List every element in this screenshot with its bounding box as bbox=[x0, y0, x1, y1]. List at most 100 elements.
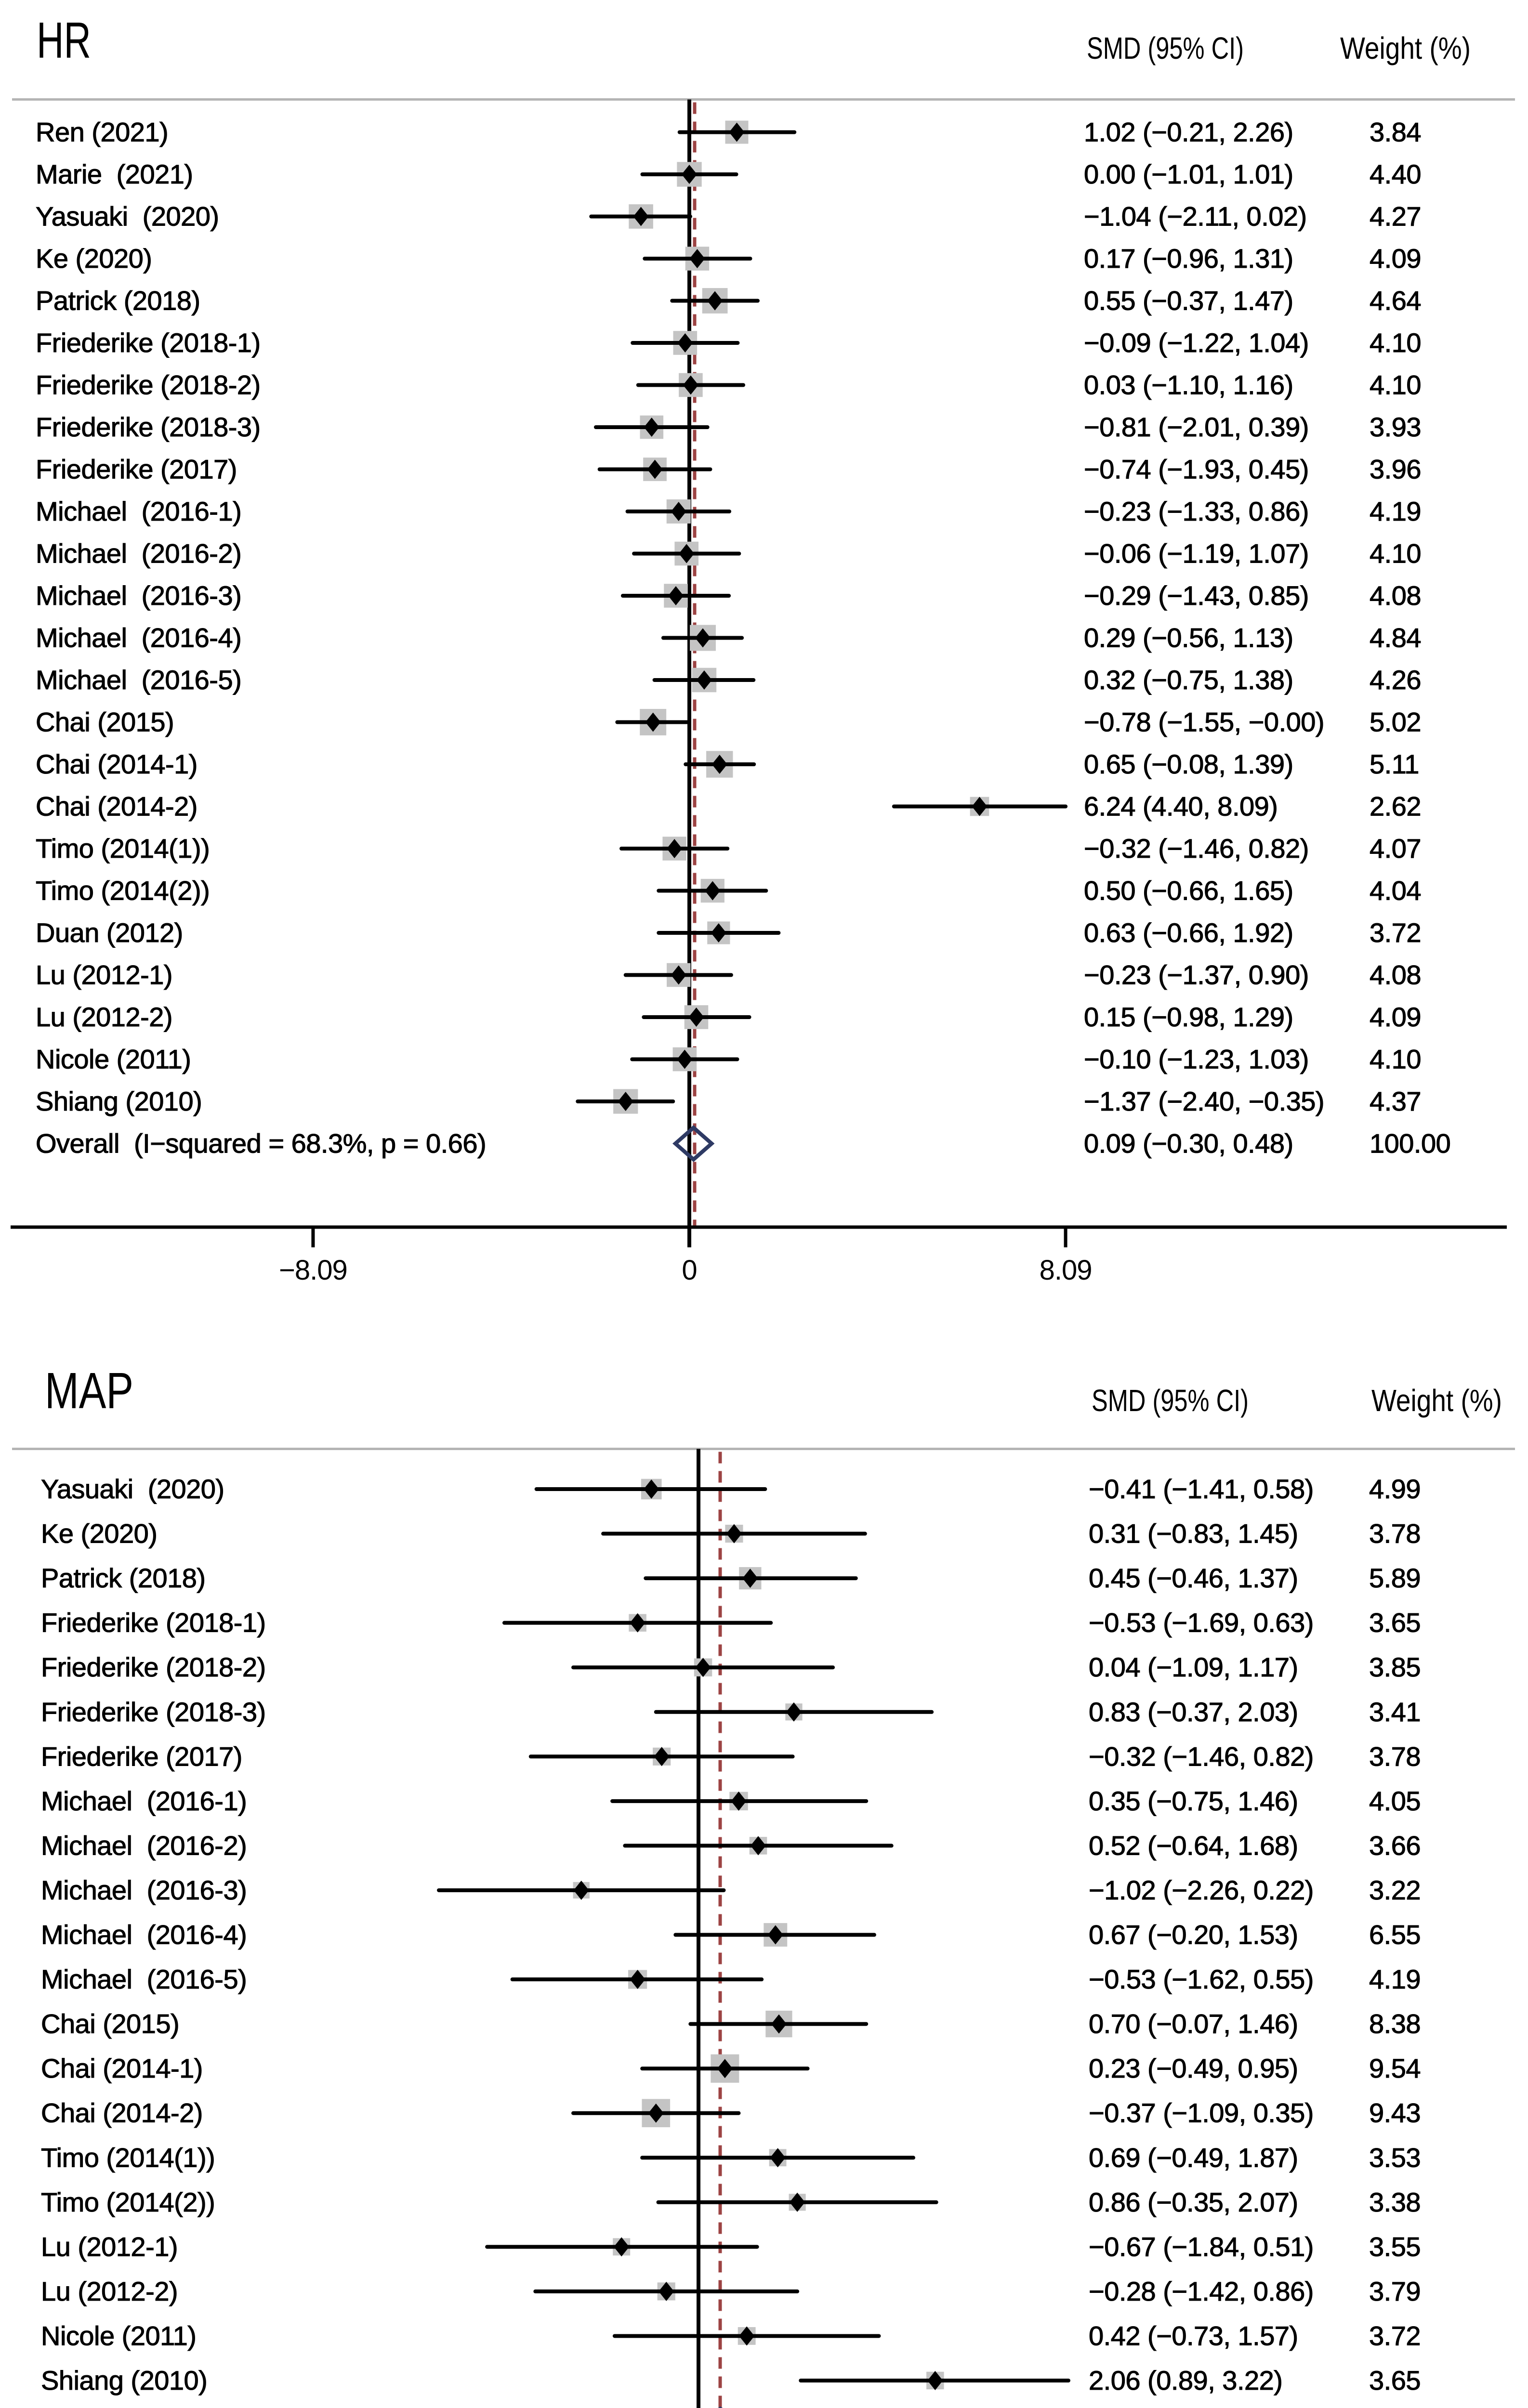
svg-text:Friederike (2018-3): Friederike (2018-3) bbox=[41, 1697, 266, 1727]
svg-text:−0.53 (−1.69, 0.63): −0.53 (−1.69, 0.63) bbox=[1089, 1608, 1314, 1638]
svg-text:Timo (2014(1)): Timo (2014(1)) bbox=[36, 833, 210, 864]
svg-text:3.78: 3.78 bbox=[1369, 1518, 1421, 1549]
svg-text:−0.74 (−1.93, 0.45): −0.74 (−1.93, 0.45) bbox=[1084, 454, 1309, 484]
svg-text:0.45 (−0.46, 1.37): 0.45 (−0.46, 1.37) bbox=[1089, 1563, 1298, 1593]
svg-text:8.09: 8.09 bbox=[1040, 1255, 1092, 1286]
svg-text:0.29 (−0.56, 1.13): 0.29 (−0.56, 1.13) bbox=[1084, 623, 1293, 653]
svg-text:0.86 (−0.35, 2.07): 0.86 (−0.35, 2.07) bbox=[1089, 2187, 1298, 2217]
svg-text:MAP: MAP bbox=[45, 1362, 133, 1419]
svg-text:4.26: 4.26 bbox=[1370, 665, 1421, 695]
svg-text:3.66: 3.66 bbox=[1369, 1830, 1421, 1860]
svg-text:Michael (2016-3): Michael (2016-3) bbox=[41, 1875, 247, 1905]
svg-text:0.50 (−0.66, 1.65): 0.50 (−0.66, 1.65) bbox=[1084, 876, 1293, 906]
svg-text:Weight (%): Weight (%) bbox=[1340, 31, 1471, 65]
svg-text:3.55: 3.55 bbox=[1369, 2231, 1421, 2262]
svg-text:Overall (I−squared = 68.3%, p: Overall (I−squared = 68.3%, p = 0.66) bbox=[36, 1128, 486, 1159]
svg-text:4.10: 4.10 bbox=[1370, 370, 1421, 400]
svg-text:−0.81 (−2.01, 0.39): −0.81 (−2.01, 0.39) bbox=[1084, 412, 1309, 442]
svg-text:4.08: 4.08 bbox=[1370, 960, 1421, 990]
svg-text:Michael (2016-5): Michael (2016-5) bbox=[36, 665, 241, 695]
svg-text:0.69 (−0.49, 1.87): 0.69 (−0.49, 1.87) bbox=[1089, 2142, 1298, 2172]
svg-text:Michael (2016-5): Michael (2016-5) bbox=[41, 1964, 247, 1994]
svg-text:Friederike (2017): Friederike (2017) bbox=[41, 1741, 242, 1771]
svg-text:Michael (2016-1): Michael (2016-1) bbox=[41, 1786, 247, 1816]
svg-text:−0.28 (−1.42, 0.86): −0.28 (−1.42, 0.86) bbox=[1089, 2276, 1314, 2306]
svg-text:Weight (%): Weight (%) bbox=[1371, 1383, 1502, 1418]
svg-text:1.02 (−0.21, 2.26): 1.02 (−0.21, 2.26) bbox=[1084, 117, 1293, 147]
svg-text:Lu (2012-2): Lu (2012-2) bbox=[41, 2276, 178, 2306]
svg-text:8.38: 8.38 bbox=[1369, 2009, 1421, 2039]
svg-text:−1.04 (−2.11, 0.02): −1.04 (−2.11, 0.02) bbox=[1084, 201, 1307, 232]
svg-text:4.19: 4.19 bbox=[1370, 496, 1421, 526]
svg-text:3.41: 3.41 bbox=[1369, 1697, 1421, 1727]
svg-text:4.19: 4.19 bbox=[1369, 1964, 1421, 1994]
svg-text:3.78: 3.78 bbox=[1369, 1741, 1421, 1771]
svg-text:0.67 (−0.20, 1.53): 0.67 (−0.20, 1.53) bbox=[1089, 1920, 1298, 1950]
svg-text:3.79: 3.79 bbox=[1369, 2276, 1421, 2306]
svg-text:4.27: 4.27 bbox=[1370, 201, 1421, 232]
svg-text:6.24 (4.40, 8.09): 6.24 (4.40, 8.09) bbox=[1084, 791, 1278, 822]
svg-text:Chai (2014-1): Chai (2014-1) bbox=[41, 2053, 203, 2083]
svg-text:4.10: 4.10 bbox=[1370, 327, 1421, 358]
svg-text:Friederike (2017): Friederike (2017) bbox=[36, 454, 237, 484]
svg-text:0.32 (−0.75, 1.38): 0.32 (−0.75, 1.38) bbox=[1084, 665, 1293, 695]
svg-text:Marie (2021): Marie (2021) bbox=[36, 159, 193, 189]
svg-text:3.93: 3.93 bbox=[1370, 412, 1421, 442]
svg-text:0: 0 bbox=[682, 1255, 697, 1286]
svg-text:−0.06 (−1.19, 1.07): −0.06 (−1.19, 1.07) bbox=[1084, 538, 1309, 569]
svg-text:−0.78 (−1.55, −0.00): −0.78 (−1.55, −0.00) bbox=[1084, 707, 1324, 737]
svg-text:4.07: 4.07 bbox=[1370, 833, 1421, 864]
svg-text:Chai (2014-2): Chai (2014-2) bbox=[41, 2098, 203, 2128]
svg-text:4.08: 4.08 bbox=[1370, 580, 1421, 611]
svg-text:SMD (95% CI): SMD (95% CI) bbox=[1087, 31, 1244, 65]
svg-text:Ke (2020): Ke (2020) bbox=[36, 243, 152, 274]
svg-text:4.09: 4.09 bbox=[1370, 243, 1421, 274]
svg-text:Patrick (2018): Patrick (2018) bbox=[41, 1563, 206, 1593]
svg-text:HR: HR bbox=[37, 12, 91, 69]
svg-text:Timo (2014(1)): Timo (2014(1)) bbox=[41, 2142, 215, 2172]
svg-text:0.17 (−0.96, 1.31): 0.17 (−0.96, 1.31) bbox=[1084, 243, 1293, 274]
svg-text:Nicole (2011): Nicole (2011) bbox=[41, 2320, 196, 2351]
svg-text:4.37: 4.37 bbox=[1370, 1086, 1421, 1116]
svg-text:−0.41 (−1.41, 0.58): −0.41 (−1.41, 0.58) bbox=[1089, 1474, 1314, 1504]
svg-text:3.65: 3.65 bbox=[1369, 2365, 1421, 2395]
svg-text:−8.09: −8.09 bbox=[279, 1255, 347, 1286]
svg-text:−0.23 (−1.33, 0.86): −0.23 (−1.33, 0.86) bbox=[1084, 496, 1309, 526]
svg-text:Michael (2016-4): Michael (2016-4) bbox=[41, 1920, 247, 1950]
svg-text:2.62: 2.62 bbox=[1370, 791, 1421, 822]
svg-text:Lu (2012-1): Lu (2012-1) bbox=[41, 2231, 178, 2262]
svg-text:−0.10 (−1.23, 1.03): −0.10 (−1.23, 1.03) bbox=[1084, 1044, 1309, 1074]
svg-text:Michael (2016-2): Michael (2016-2) bbox=[41, 1830, 247, 1860]
svg-text:4.10: 4.10 bbox=[1370, 538, 1421, 569]
svg-text:Timo (2014(2)): Timo (2014(2)) bbox=[41, 2187, 215, 2217]
svg-text:3.96: 3.96 bbox=[1370, 454, 1421, 484]
svg-text:Chai (2014-1): Chai (2014-1) bbox=[36, 749, 198, 779]
svg-text:0.23 (−0.49, 0.95): 0.23 (−0.49, 0.95) bbox=[1089, 2053, 1298, 2083]
svg-text:Michael (2016-4): Michael (2016-4) bbox=[36, 623, 241, 653]
svg-text:Nicole (2011): Nicole (2011) bbox=[36, 1044, 191, 1074]
svg-text:3.85: 3.85 bbox=[1369, 1652, 1421, 1682]
svg-text:Michael (2016-1): Michael (2016-1) bbox=[36, 496, 241, 526]
svg-text:0.03 (−1.10, 1.16): 0.03 (−1.10, 1.16) bbox=[1084, 370, 1293, 400]
svg-text:3.22: 3.22 bbox=[1369, 1875, 1421, 1905]
svg-text:Duan (2012): Duan (2012) bbox=[36, 917, 183, 948]
svg-text:3.84: 3.84 bbox=[1370, 117, 1421, 147]
svg-text:Chai (2015): Chai (2015) bbox=[36, 707, 174, 737]
svg-text:2.06 (0.89, 3.22): 2.06 (0.89, 3.22) bbox=[1089, 2365, 1282, 2395]
svg-text:0.52 (−0.64, 1.68): 0.52 (−0.64, 1.68) bbox=[1089, 1830, 1298, 1860]
svg-text:−1.37 (−2.40, −0.35): −1.37 (−2.40, −0.35) bbox=[1084, 1086, 1324, 1116]
svg-text:Michael (2016-2): Michael (2016-2) bbox=[36, 538, 241, 569]
svg-text:Ke (2020): Ke (2020) bbox=[41, 1518, 157, 1549]
svg-text:0.09 (−0.30, 0.48): 0.09 (−0.30, 0.48) bbox=[1084, 1128, 1293, 1159]
svg-text:Timo (2014(2)): Timo (2014(2)) bbox=[36, 876, 210, 906]
svg-text:0.31 (−0.83, 1.45): 0.31 (−0.83, 1.45) bbox=[1089, 1518, 1298, 1549]
svg-text:0.63 (−0.66, 1.92): 0.63 (−0.66, 1.92) bbox=[1084, 917, 1293, 948]
svg-text:Michael (2016-3): Michael (2016-3) bbox=[36, 580, 241, 611]
svg-text:−0.67 (−1.84, 0.51): −0.67 (−1.84, 0.51) bbox=[1089, 2231, 1314, 2262]
svg-text:3.38: 3.38 bbox=[1369, 2187, 1421, 2217]
svg-text:Yasuaki (2020): Yasuaki (2020) bbox=[36, 201, 219, 232]
svg-text:9.43: 9.43 bbox=[1369, 2098, 1421, 2128]
svg-text:9.54: 9.54 bbox=[1369, 2053, 1421, 2083]
svg-text:Friederike (2018-2): Friederike (2018-2) bbox=[36, 370, 261, 400]
svg-text:Shiang (2010): Shiang (2010) bbox=[41, 2365, 207, 2395]
